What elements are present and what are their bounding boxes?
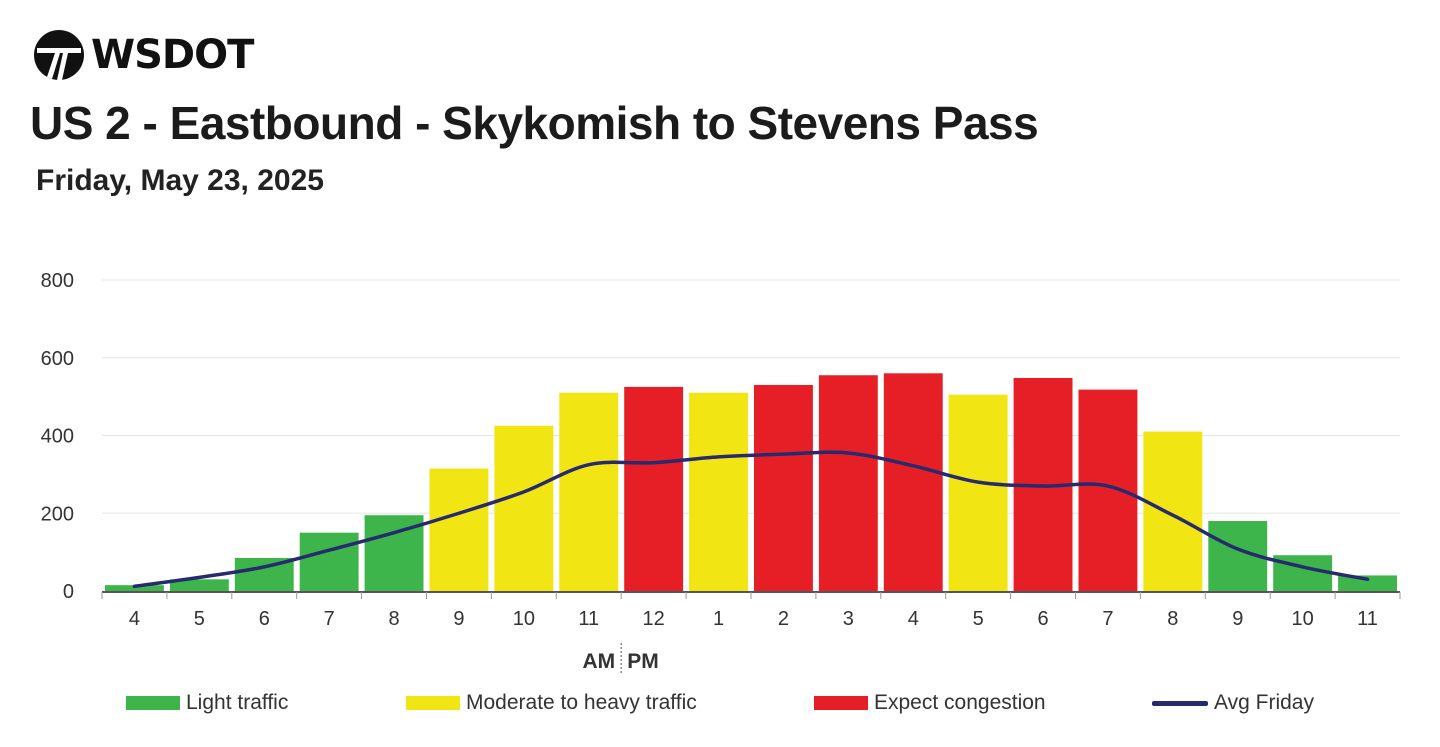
x-tick-label: 3 (843, 608, 854, 630)
y-tick-label: 800 (41, 270, 74, 292)
x-tick-label: 8 (388, 608, 399, 630)
legend-swatch-light (126, 696, 180, 710)
x-tick-label: 11 (1357, 608, 1378, 630)
x-tick-label: 10 (513, 608, 535, 630)
x-tick-label: 4 (908, 608, 919, 630)
legend-swatch-avg-line (1152, 700, 1208, 706)
bar-20 (1338, 575, 1397, 591)
x-tick-label: 6 (259, 608, 270, 630)
bar-8 (559, 392, 619, 591)
bar-11 (754, 384, 813, 591)
x-tick-label: 9 (1232, 608, 1243, 630)
bar-17 (1143, 431, 1203, 591)
x-tick-label: 4 (129, 608, 140, 630)
legend-item-moderate: Moderate to heavy traffic (406, 688, 697, 718)
am-label: AM (583, 650, 616, 673)
x-tick-label: 5 (194, 608, 205, 630)
bar-6 (429, 468, 489, 591)
bar-2 (169, 579, 229, 591)
legend-label-moderate: Moderate to heavy traffic (466, 691, 697, 714)
bar-12 (818, 375, 878, 591)
x-tick-label: 7 (324, 608, 335, 630)
bar-7 (494, 425, 554, 591)
legend-item-avg: Avg Friday (1152, 688, 1314, 718)
x-tick-label: 11 (578, 608, 599, 630)
bar-10 (689, 392, 748, 591)
legend-item-congestion: Expect congestion (814, 688, 1046, 718)
bar-13 (883, 373, 943, 591)
logo-text: WSDOT (91, 32, 254, 78)
y-tick-label: 600 (41, 348, 74, 370)
wsdot-logo-icon (34, 30, 84, 80)
y-tick-label: 400 (41, 426, 74, 448)
legend-swatch-moderate (406, 696, 460, 710)
x-tick-label: 8 (1167, 608, 1178, 630)
chart-subtitle: Friday, May 23, 2025 (36, 164, 324, 197)
avg-friday-line (132, 450, 1370, 589)
y-tick-label: 200 (41, 503, 74, 525)
x-tick-label: 1 (713, 608, 724, 630)
chart-title: US 2 - Eastbound - Skykomish to Stevens … (30, 97, 1039, 149)
pm-label: PM (627, 650, 659, 673)
chart-legend: Light traffic Moderate to heavy traffic … (0, 688, 1440, 718)
wsdot-logo: WSDOT (33, 27, 254, 83)
legend-swatch-congestion (814, 696, 868, 710)
legend-label-light: Light traffic (186, 691, 289, 714)
legend-label-congestion: Expect congestion (874, 691, 1046, 714)
x-tick-label: 12 (643, 608, 665, 630)
x-tick-label: 5 (973, 608, 984, 630)
y-tick-label: 0 (63, 581, 74, 603)
legend-label-avg: Avg Friday (1214, 691, 1314, 714)
x-tick-label: 7 (1102, 608, 1113, 630)
bar-16 (1078, 389, 1138, 591)
bar-14 (948, 394, 1008, 591)
legend-item-light: Light traffic (126, 688, 288, 718)
x-tick-label: 10 (1292, 608, 1314, 630)
x-tick-label: 2 (778, 608, 789, 630)
bar-9 (624, 386, 684, 591)
x-tick-label: 9 (453, 608, 464, 630)
x-tick-label: 6 (1037, 608, 1048, 630)
bar-4 (299, 532, 359, 591)
